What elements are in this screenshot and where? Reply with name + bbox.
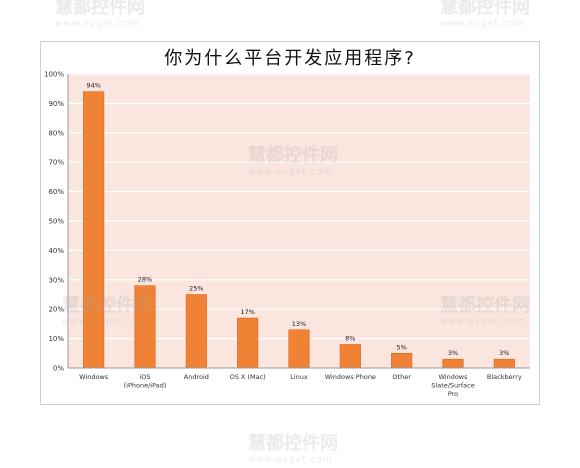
bar [83, 91, 105, 369]
data-label: 17% [240, 308, 254, 316]
y-tick-label: 10% [48, 335, 64, 343]
x-tick-label: Blackberry [487, 373, 522, 381]
data-label: 8% [345, 334, 355, 342]
bar [442, 358, 464, 369]
y-tick-label: 0% [53, 365, 64, 373]
data-label: 3% [448, 349, 458, 357]
y-tick-label: 20% [48, 306, 64, 314]
x-tick-label: Linux [290, 373, 308, 381]
y-tick-label: 40% [48, 247, 64, 255]
x-tick-label: OS X (Mac) [230, 373, 266, 381]
y-tick-label: 60% [48, 188, 64, 196]
bar [185, 294, 207, 369]
y-tick-label: 100% [44, 71, 64, 79]
y-axis-ticks: 0% 10% 20% 30% 40% 50% 60% 70% 80% 90% 100% [44, 71, 64, 373]
x-tick-label: Windows Slate/Surface Pro [431, 373, 474, 398]
y-tick-label: 50% [48, 218, 64, 226]
bar [339, 344, 361, 369]
data-label: 94% [86, 82, 100, 90]
bars: 94% 28% 25% 17% 13% 8% 5% 3% 3% [83, 82, 515, 369]
data-label: 13% [292, 320, 306, 328]
x-tick-label: iOS (iPhone/iPad) [124, 373, 167, 390]
bar [391, 352, 413, 369]
y-tick-label: 90% [48, 100, 64, 108]
data-label: 5% [397, 343, 407, 351]
bar [134, 285, 156, 369]
y-tick-label: 30% [48, 276, 64, 284]
bar [237, 317, 259, 369]
x-tick-label: Windows Phone [325, 373, 376, 381]
bar [288, 329, 310, 369]
x-tick-label: Android [184, 373, 209, 381]
data-label: 3% [499, 349, 509, 357]
chart-title: 你为什么平台开发应用程序? [164, 48, 416, 69]
x-tick-label: Windows [79, 373, 109, 381]
bar-chart: 94% 28% 25% 17% 13% 8% 5% 3% 3% 0% 10% 20% 30% 40% 50… [44, 71, 530, 398]
y-tick-label: 70% [48, 159, 64, 167]
x-tick-label: Other [392, 373, 411, 381]
data-label: 25% [189, 285, 203, 293]
x-axis-ticks: Windows iOS (iPhone/iPad) Android OS X (Mac)… [79, 373, 522, 398]
y-tick-label: 80% [48, 129, 64, 137]
bar [493, 358, 515, 369]
data-label: 28% [138, 276, 152, 284]
